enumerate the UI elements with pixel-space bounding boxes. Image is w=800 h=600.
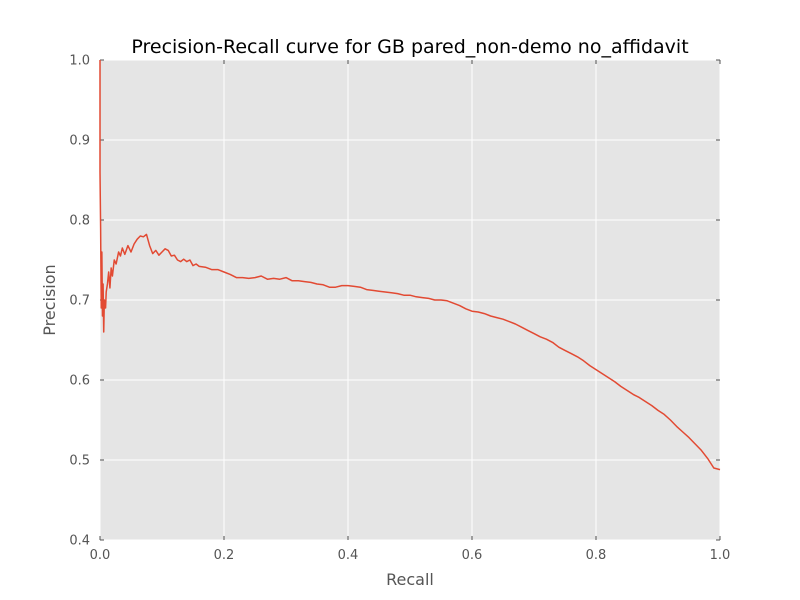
x-tick-label: 1.0 (710, 548, 731, 563)
x-tick-label: 0.0 (90, 548, 111, 563)
x-tick-label: 0.2 (214, 548, 235, 563)
y-tick-label: 0.8 (69, 214, 90, 229)
y-tick-label: 0.9 (69, 134, 90, 149)
series-layer (99, 60, 721, 471)
y-tick-label: 0.5 (69, 454, 90, 469)
y-tick-label: 1.0 (69, 54, 90, 69)
y-tick-label: 0.7 (69, 294, 90, 309)
y-axis-label: Precision (40, 264, 59, 335)
chart-title: Precision-Recall curve for GB pared_non-… (131, 36, 688, 58)
x-tick-label: 0.8 (586, 548, 607, 563)
tick-layer: 0.0 0.2 0.4 0.6 0.8 1.0 0.4 0.5 0.6 0.7 0.8 0.9 1.0 (69, 54, 730, 564)
pr-curve-line (99, 60, 721, 471)
x-tick-label: 0.4 (338, 548, 359, 563)
x-axis-label: Recall (386, 570, 434, 589)
x-tick-label: 0.6 (462, 548, 483, 563)
y-tick-label: 0.4 (69, 534, 90, 549)
y-tick-label: 0.6 (69, 374, 90, 389)
